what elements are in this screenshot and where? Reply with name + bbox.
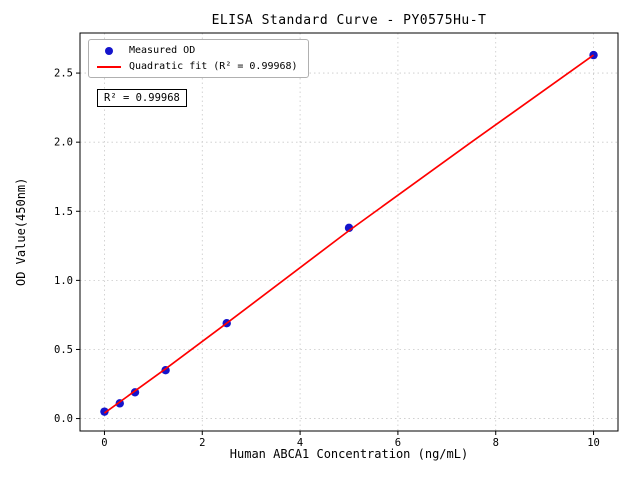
- x-axis-label: Human ABCA1 Concentration (ng/mL): [229, 447, 469, 461]
- svg-text:0.5: 0.5: [54, 344, 73, 356]
- legend-entry-measured: Measured OD: [97, 45, 298, 56]
- legend-entry-fit: Quadratic fit (R² = 0.99968): [97, 61, 298, 72]
- svg-text:2.0: 2.0: [54, 137, 73, 149]
- svg-text:1.0: 1.0: [54, 275, 73, 287]
- svg-text:8: 8: [493, 437, 499, 449]
- svg-text:4: 4: [297, 437, 303, 449]
- svg-text:6: 6: [395, 437, 401, 449]
- svg-text:2.5: 2.5: [54, 68, 73, 80]
- svg-text:0.0: 0.0: [54, 413, 73, 425]
- grid-lines: [80, 33, 618, 431]
- legend: Measured OD Quadratic fit (R² = 0.99968): [88, 39, 309, 78]
- svg-text:1.5: 1.5: [54, 206, 73, 218]
- fit-line-marker-icon: [97, 65, 121, 68]
- svg-text:10: 10: [587, 437, 600, 449]
- svg-text:2: 2: [199, 437, 205, 449]
- y-axis-label: OD Value(450nm): [14, 177, 28, 287]
- chart-title: ELISA Standard Curve - PY0575Hu-T: [211, 13, 487, 28]
- r-squared-annotation: R² = 0.99968: [97, 89, 187, 107]
- axis-ticks: [76, 72, 595, 435]
- tick-labels: 0 2 4 6 8 10 0.0 0.5 1.0 1.5 2.0 2.5: [54, 68, 600, 449]
- fit-line: [103, 54, 595, 414]
- scatter-marker-icon: [105, 46, 113, 55]
- legend-label-fit: Quadratic fit (R² = 0.99968): [129, 61, 298, 72]
- svg-text:0: 0: [101, 437, 107, 449]
- plot-border: [79, 32, 619, 432]
- legend-label-measured: Measured OD: [129, 45, 196, 56]
